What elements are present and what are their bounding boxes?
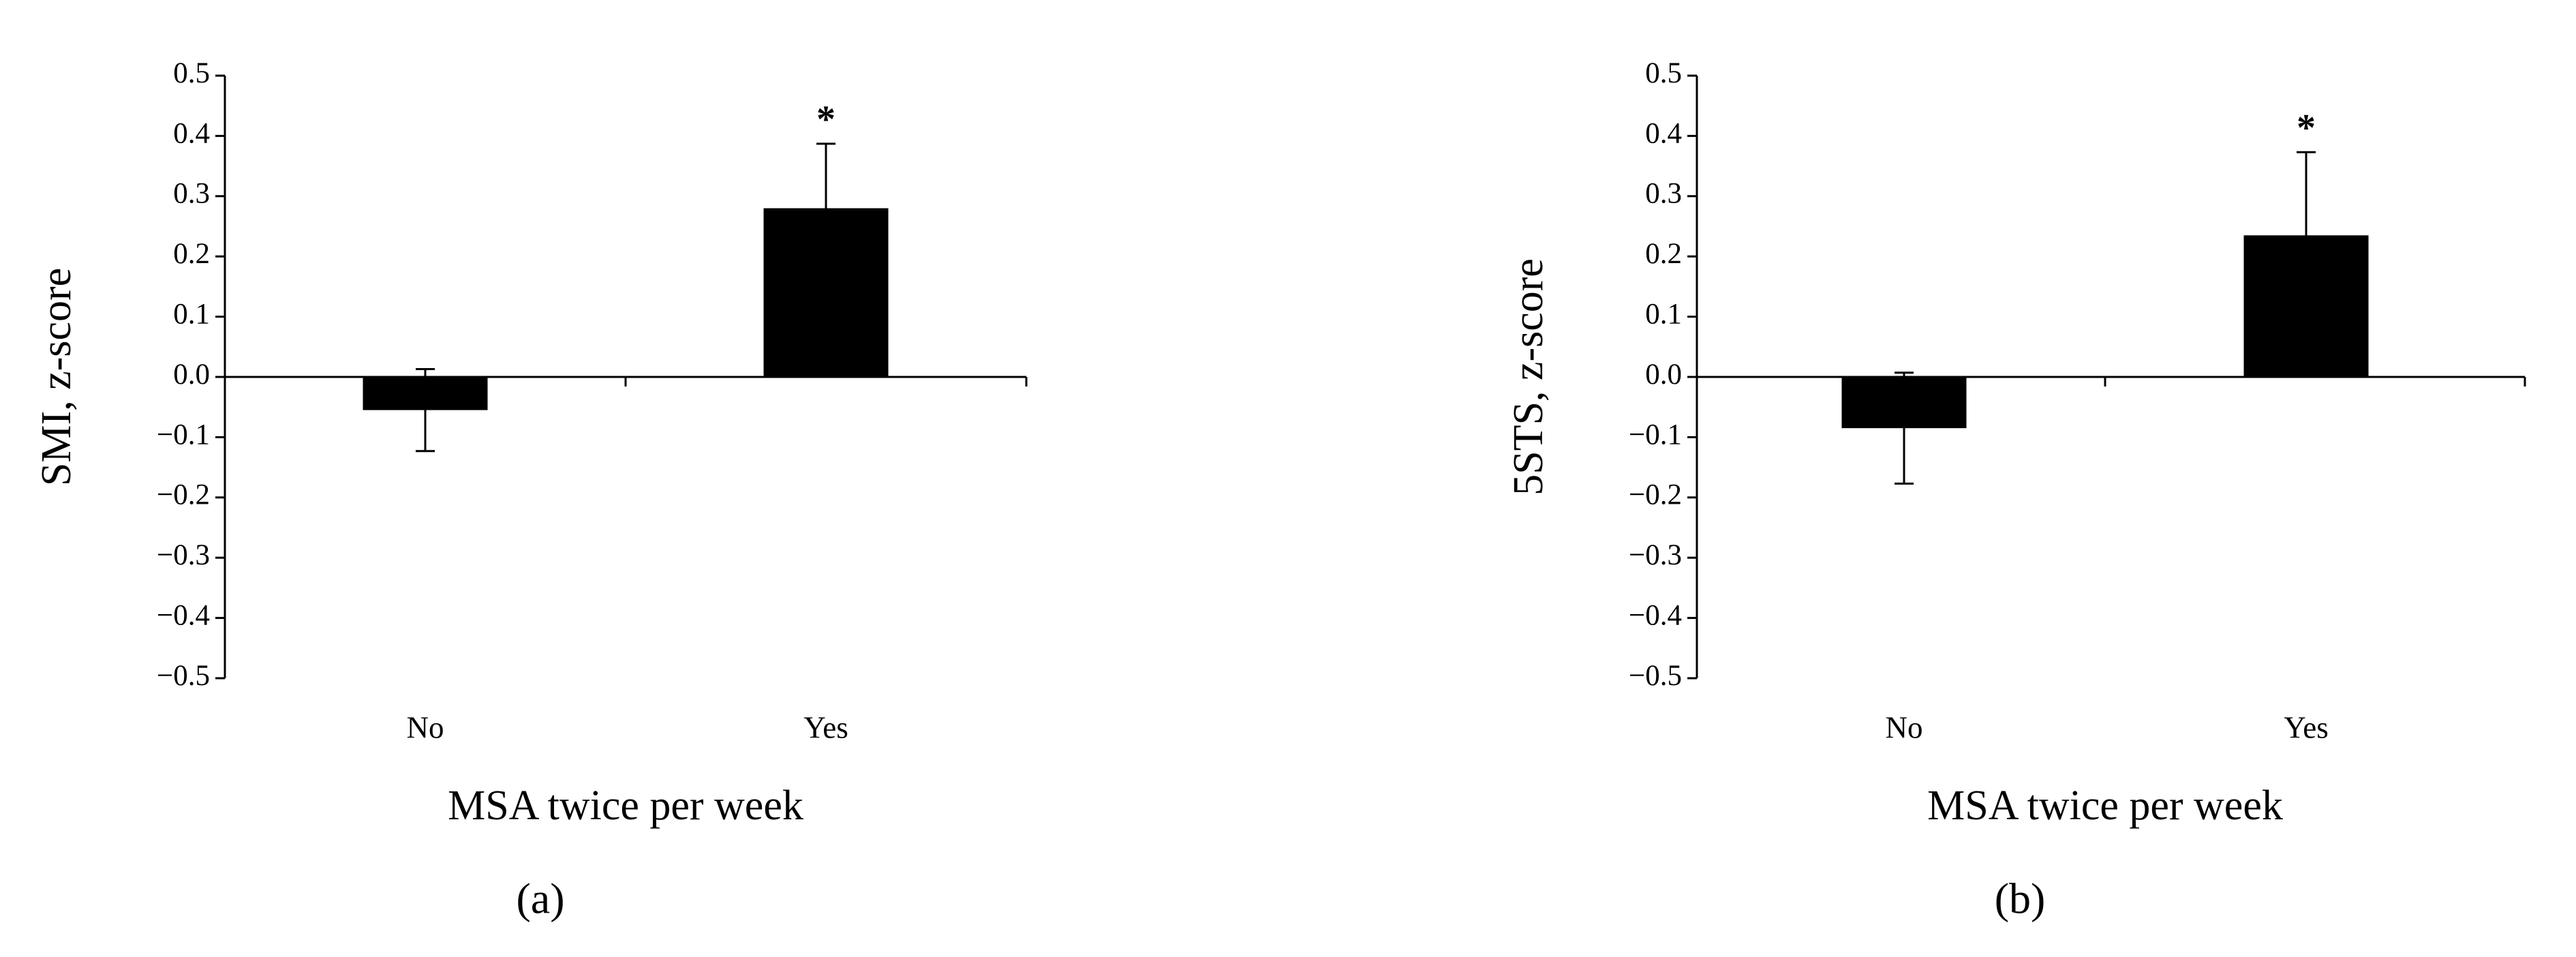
y-tick-label: −0.1 xyxy=(157,419,210,451)
y-tick-label: 0.0 xyxy=(173,359,210,391)
y-tick-label: −0.2 xyxy=(157,479,210,511)
y-tick-label: −0.1 xyxy=(1629,419,1682,451)
y-tick-label: 0.0 xyxy=(1645,359,1682,391)
significance-marker: * xyxy=(2297,107,2316,149)
x-axis-title: MSA twice per week xyxy=(448,783,803,829)
x-tick-label: No xyxy=(1886,710,1923,744)
y-tick-label: 0.1 xyxy=(1645,298,1682,330)
panel-label: (a) xyxy=(516,875,564,923)
x-tick-label: No xyxy=(407,710,444,744)
y-tick-label: −0.3 xyxy=(157,539,210,571)
y-tick-label: 0.5 xyxy=(173,57,210,89)
chart: −0.5 −0.4 −0.3 −0.2 −0.1 0.0 0.1 0.2 0.3 0.4 0.5 No… xyxy=(33,57,1028,923)
y-tick-label: −0.4 xyxy=(157,599,210,631)
panel-label: (b) xyxy=(1995,875,2046,923)
x-axis-title: MSA twice per week xyxy=(1927,783,2283,829)
y-tick-label: 0.4 xyxy=(1645,117,1682,149)
y-tick-label: −0.4 xyxy=(1629,599,1682,631)
x-tick-label: Yes xyxy=(2284,710,2328,744)
y-tick-label: −0.3 xyxy=(1629,539,1682,571)
x-tick-label: Yes xyxy=(803,710,848,744)
y-tick-label: −0.5 xyxy=(157,660,210,692)
y-axis-title: 5STS, z-score xyxy=(1505,258,1552,496)
y-tick-label: 0.5 xyxy=(1645,57,1682,89)
y-axis-title: SMI, z-score xyxy=(33,268,80,486)
significance-marker: * xyxy=(816,99,835,141)
y-tick-label: 0.4 xyxy=(173,117,210,149)
y-tick-label: 0.2 xyxy=(1645,238,1682,270)
y-tick-label: −0.2 xyxy=(1629,479,1682,511)
y-tick-label: 0.3 xyxy=(1645,178,1682,210)
y-tick-label: −0.5 xyxy=(1629,660,1682,692)
y-tick-label: 0.1 xyxy=(173,298,210,330)
y-tick-label: 0.3 xyxy=(173,178,210,210)
chart: −0.5 −0.4 −0.3 −0.2 −0.1 0.0 0.1 0.2 0.3 0.4 0.5 No… xyxy=(1505,57,2526,923)
y-tick-label: 0.2 xyxy=(173,238,210,270)
